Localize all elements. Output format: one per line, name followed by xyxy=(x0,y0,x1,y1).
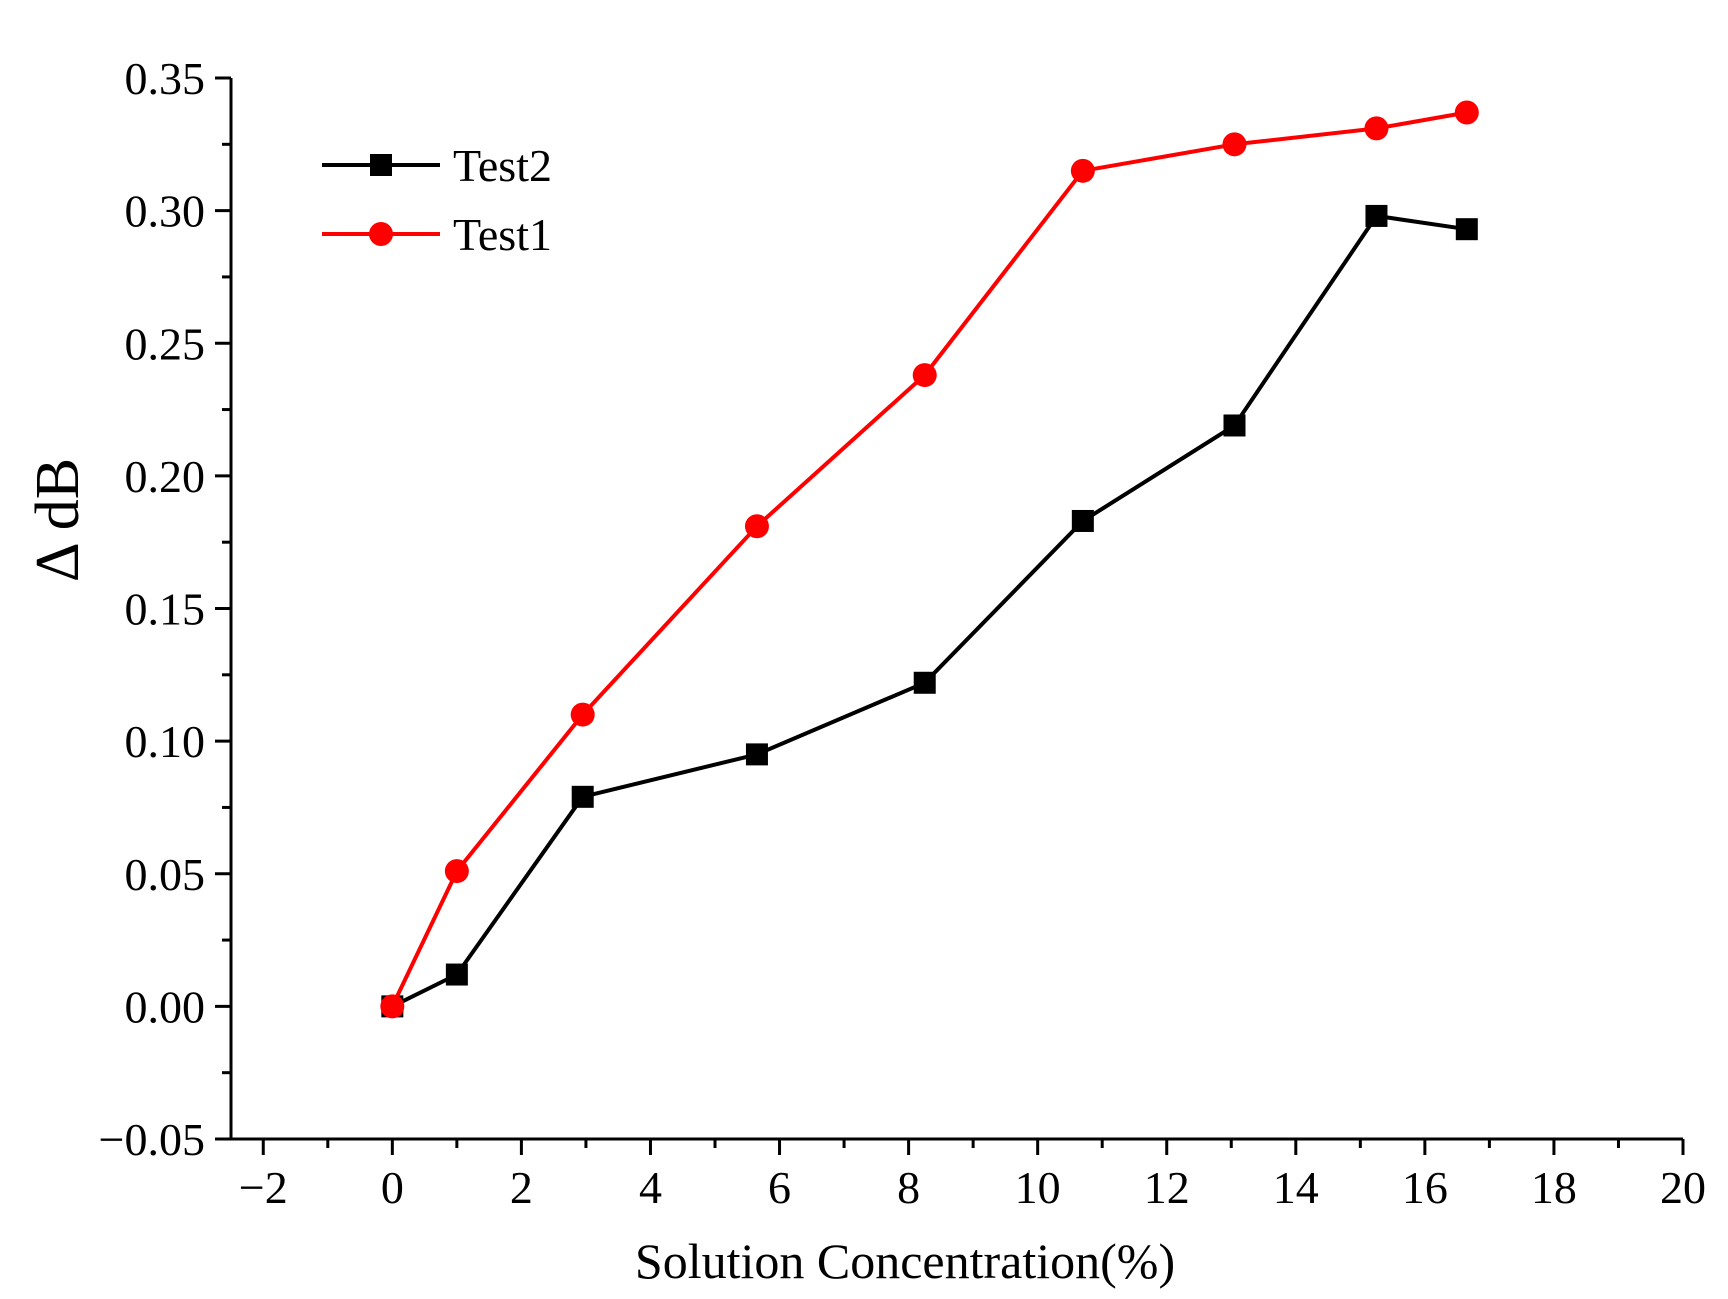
data-point-test1 xyxy=(744,514,769,539)
y-tick-label: 0.15 xyxy=(125,584,206,635)
series-test1 xyxy=(380,100,1479,1019)
x-tick-label: 20 xyxy=(1660,1162,1706,1213)
y-tick-label: 0.10 xyxy=(125,716,206,767)
x-tick-label: 10 xyxy=(1015,1162,1061,1213)
legend: Test2 Test1 xyxy=(322,140,552,260)
series-test2 xyxy=(381,204,1478,1018)
x-tick-label: 12 xyxy=(1144,1162,1190,1213)
data-point-test1 xyxy=(444,859,469,884)
legend-label: Test1 xyxy=(453,209,552,260)
x-tick-label: 18 xyxy=(1531,1162,1577,1213)
x-tick-label: 14 xyxy=(1273,1162,1319,1213)
data-point-test2 xyxy=(1455,218,1478,241)
y-tick-label: 0.05 xyxy=(125,849,206,900)
data-point-test1 xyxy=(912,363,937,388)
x-axis-title: Solution Concentration(%) xyxy=(635,1233,1175,1289)
data-point-test2 xyxy=(1223,414,1246,437)
data-point-test2 xyxy=(1071,509,1094,532)
data-point-test1 xyxy=(1454,100,1479,125)
x-tick-label: 6 xyxy=(768,1162,791,1213)
data-point-test2 xyxy=(445,963,468,986)
data-point-test2 xyxy=(571,785,594,808)
series-line-test2 xyxy=(391,213,1468,1009)
data-point-test2 xyxy=(913,671,936,694)
data-point-test1 xyxy=(380,994,405,1019)
data-point-test1 xyxy=(1222,132,1247,157)
x-tick-label: 8 xyxy=(897,1162,920,1213)
legend-item-test2: Test2 xyxy=(322,140,552,191)
data-point-test2 xyxy=(1365,204,1388,227)
y-tick-label: 0.25 xyxy=(125,318,206,369)
data-point-test2 xyxy=(745,743,768,766)
data-point-test1 xyxy=(570,702,595,727)
x-tick-label: 16 xyxy=(1402,1162,1448,1213)
y-tick-label: 0.30 xyxy=(125,186,206,237)
x-tick-label: 4 xyxy=(639,1162,662,1213)
y-axis-title: Δ dB xyxy=(24,458,92,582)
y-tick-label: −0.05 xyxy=(99,1114,205,1165)
series-line-test1 xyxy=(390,110,1468,1008)
y-tick-label: 0.20 xyxy=(125,451,206,502)
x-tick-label: 0 xyxy=(381,1162,404,1213)
y-tick-label: 0.00 xyxy=(125,981,206,1032)
legend-item-test1: Test1 xyxy=(322,209,552,260)
legend-marker xyxy=(370,154,392,176)
legend-label: Test2 xyxy=(453,140,552,191)
axes: −0.05 0.00 0.05 0.10 0.15 0.20 0.25 0.30 0.35 −2 0… xyxy=(99,53,1706,1213)
x-tick-label: 2 xyxy=(510,1162,533,1213)
legend-marker xyxy=(369,222,393,246)
x-tick-label: −2 xyxy=(239,1162,288,1213)
data-point-test1 xyxy=(1070,158,1095,183)
series-layer xyxy=(380,100,1479,1019)
y-tick-label: 0.35 xyxy=(125,53,206,104)
data-point-test1 xyxy=(1364,116,1389,141)
